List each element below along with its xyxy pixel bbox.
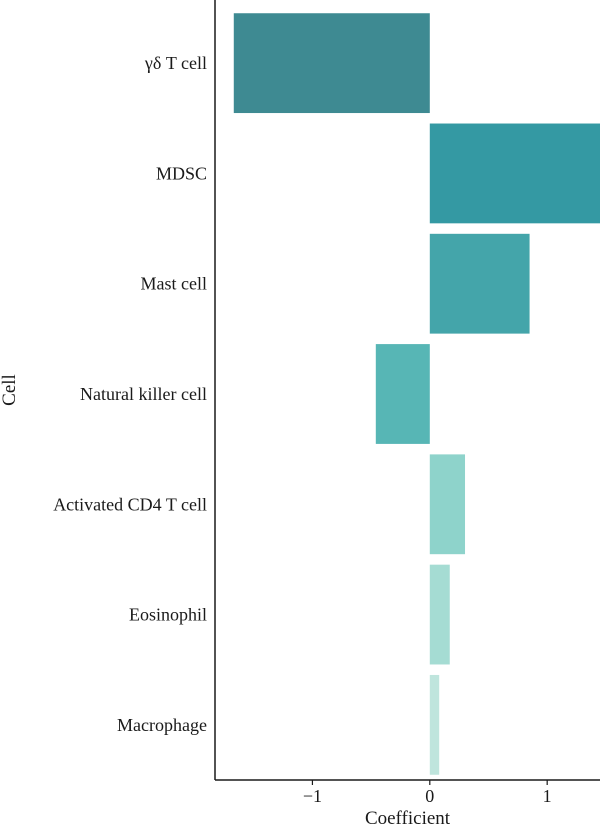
x-tick-label: −1 [303,786,322,806]
x-tick-label: 0 [425,786,434,806]
bar-0 [233,13,430,114]
y-tick-label: Activated CD4 T cell [53,494,207,514]
bars-group [233,13,600,775]
y-tick-label: MDSC [156,163,207,183]
bar-3 [375,344,430,444]
y-tick-label: γδ T cell [144,53,207,73]
bar-6 [429,674,440,775]
bar-1 [429,123,600,224]
x-ticks: −1 0 1 [303,780,552,806]
y-tick-label: Natural killer cell [80,384,207,404]
x-axis-title: Coefficient [365,808,451,828]
y-axis-title: Cell [0,374,20,406]
bar-5 [429,564,450,665]
bar-2 [429,233,530,334]
y-tick-label: Mast cell [141,274,207,294]
y-tick-labels: γδ T cell MDSC Mast cell Natural killer cel… [53,53,207,735]
x-tick-label: 1 [543,786,552,806]
y-tick-label: Macrophage [117,715,207,735]
bar-4 [429,454,466,555]
y-tick-label: Eosinophil [129,605,207,625]
